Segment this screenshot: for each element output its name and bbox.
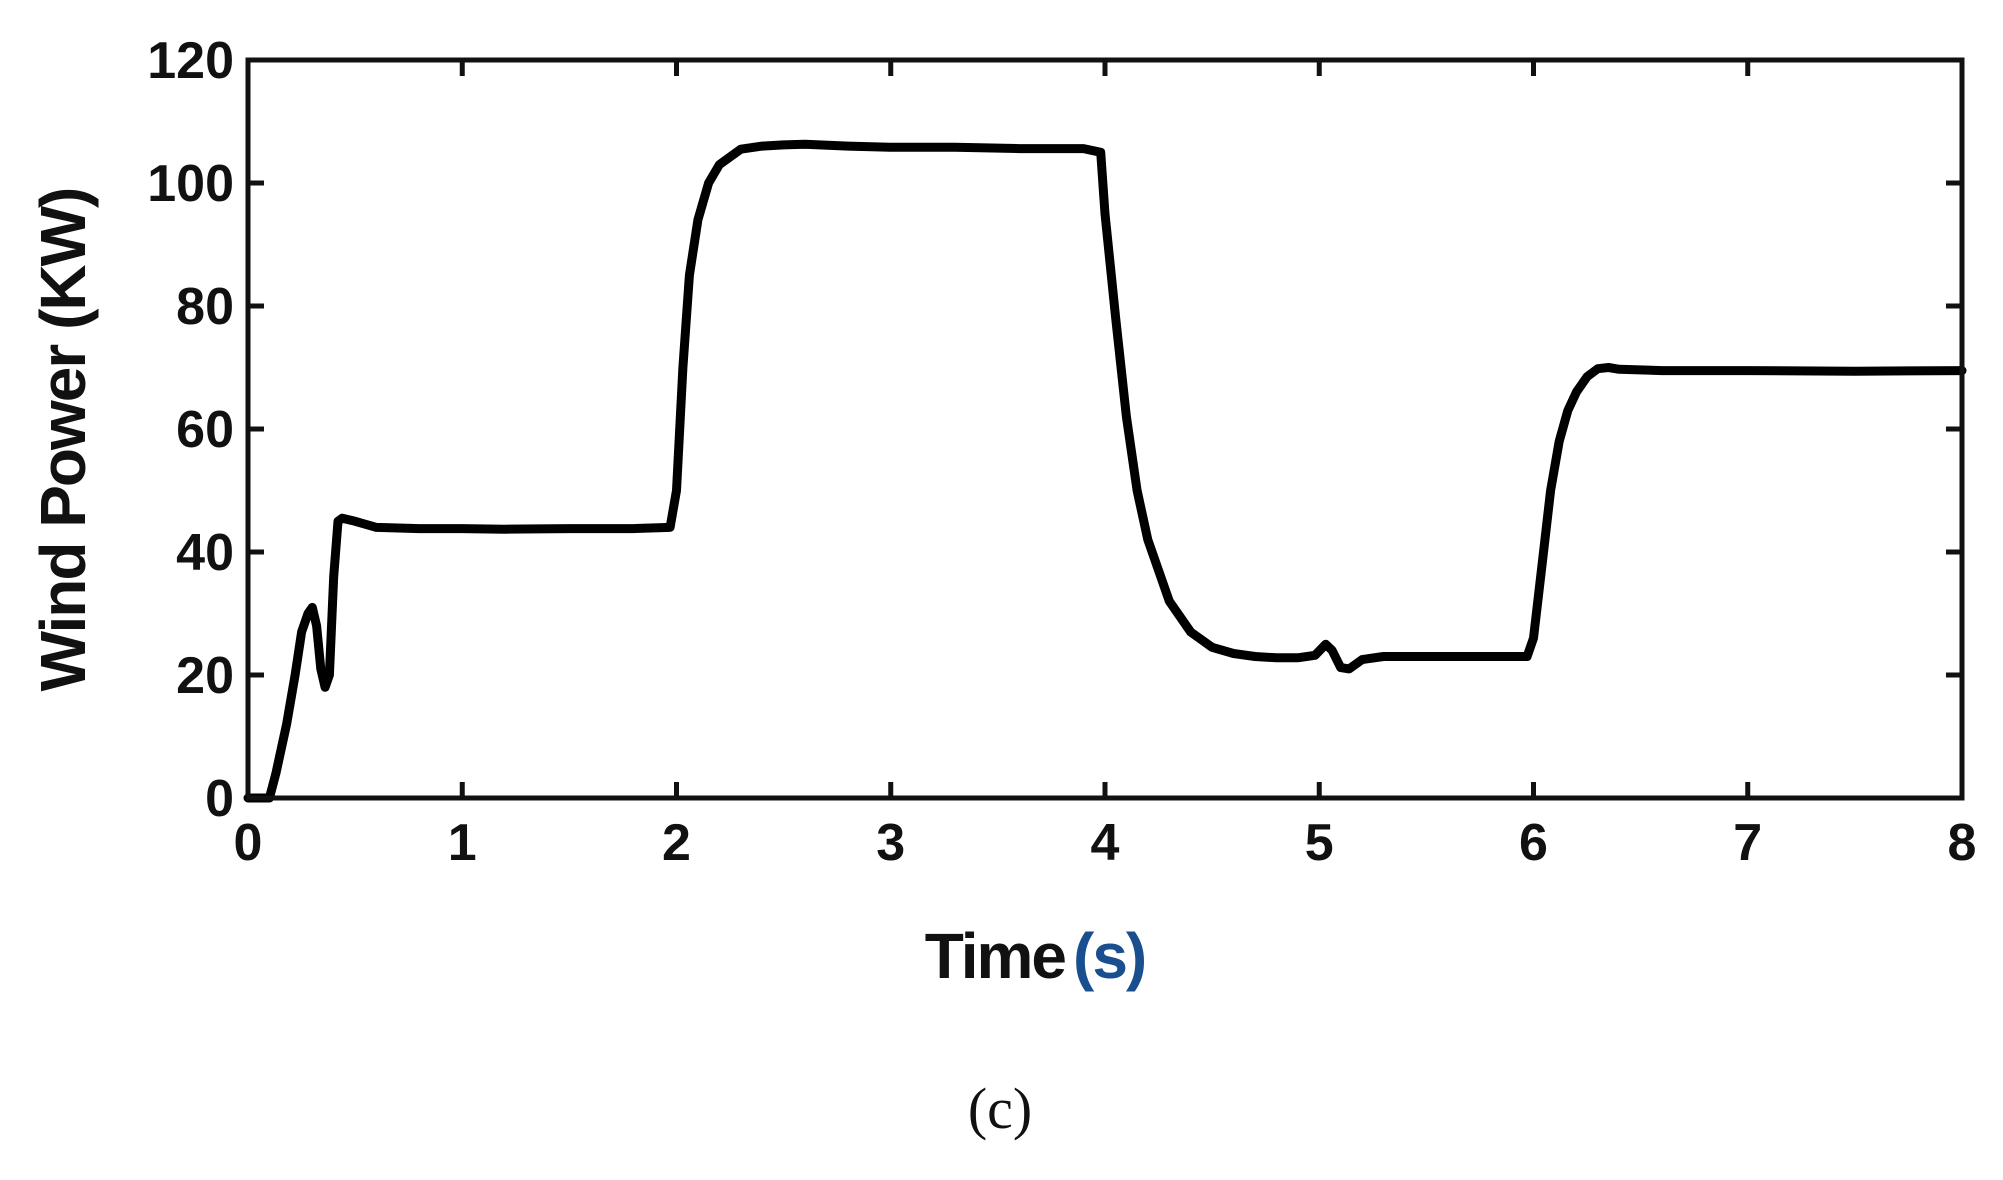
y-tick-label: 120 bbox=[147, 32, 234, 90]
x-tick-label: 2 bbox=[662, 814, 691, 872]
x-tick-label: 7 bbox=[1733, 814, 1762, 872]
x-tick-label: 0 bbox=[234, 814, 263, 872]
x-tick-label: 1 bbox=[448, 814, 477, 872]
x-tick-label: 3 bbox=[876, 814, 905, 872]
axis-ticks bbox=[245, 57, 1965, 801]
series-line-1 bbox=[243, 139, 1967, 803]
y-tick-label: 20 bbox=[176, 647, 234, 705]
y-tick-label: 100 bbox=[147, 155, 234, 213]
y-tick-label: 40 bbox=[176, 524, 234, 582]
x-axis-unit: (s) bbox=[1073, 920, 1145, 992]
y-tick-label: 60 bbox=[176, 401, 234, 459]
y-tick-label: 80 bbox=[176, 278, 234, 336]
plot-area bbox=[243, 57, 1967, 803]
x-tick-label: 5 bbox=[1305, 814, 1334, 872]
x-axis-label: Time (s) bbox=[925, 920, 1145, 992]
y-tick-label: 0 bbox=[205, 770, 234, 828]
x-axis-label-text: Time bbox=[925, 920, 1066, 992]
x-tick-label: 4 bbox=[1091, 814, 1120, 872]
x-tick-label: 8 bbox=[1948, 814, 1977, 872]
x-tick-label: 6 bbox=[1519, 814, 1548, 872]
y-axis-label: Wind Power (KW) bbox=[27, 189, 99, 692]
panel-caption: (c) bbox=[968, 1076, 1032, 1141]
